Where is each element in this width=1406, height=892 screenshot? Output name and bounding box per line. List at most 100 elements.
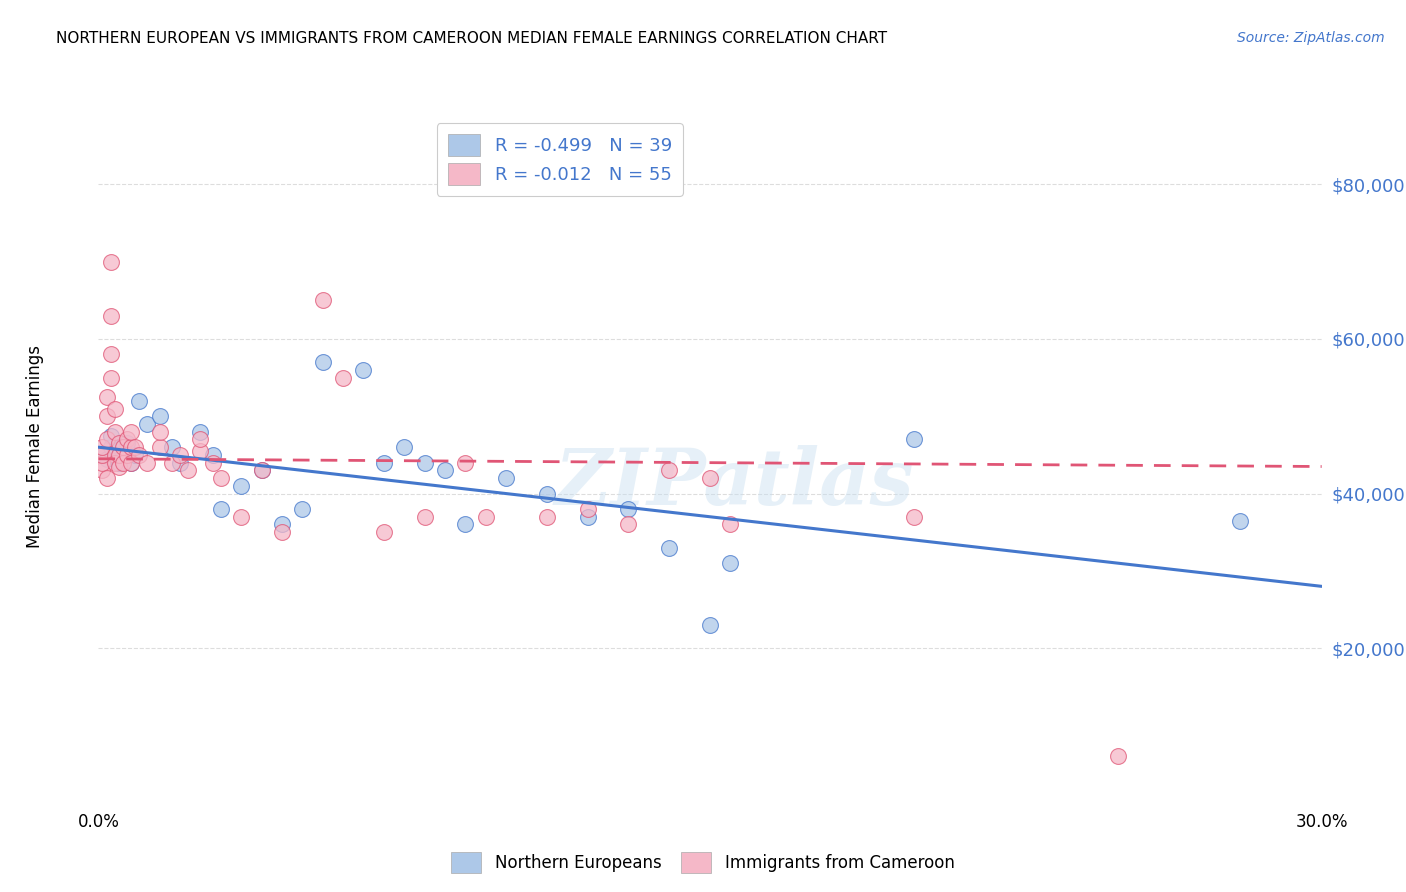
- Point: [658, 541, 681, 555]
- Point: [413, 509, 436, 524]
- Point: [96, 451, 118, 466]
- Point: [903, 509, 925, 524]
- Point: [91, 448, 114, 462]
- Point: [209, 471, 232, 485]
- Point: [392, 440, 416, 454]
- Point: [115, 448, 138, 462]
- Point: [160, 456, 183, 470]
- Point: [120, 456, 142, 470]
- Point: [100, 370, 122, 384]
- Point: [495, 471, 517, 485]
- Point: [454, 517, 477, 532]
- Point: [188, 444, 212, 458]
- Point: [104, 456, 127, 470]
- Point: [149, 409, 172, 424]
- Point: [434, 463, 457, 477]
- Point: [312, 293, 335, 308]
- Point: [474, 509, 498, 524]
- Point: [108, 459, 131, 474]
- Point: [699, 471, 721, 485]
- Point: [120, 425, 142, 439]
- Point: [718, 517, 742, 532]
- Point: [413, 456, 436, 470]
- Legend: Northern Europeans, Immigrants from Cameroon: Northern Europeans, Immigrants from Came…: [444, 846, 962, 880]
- Point: [699, 618, 721, 632]
- Point: [115, 433, 138, 447]
- Point: [576, 509, 599, 524]
- Point: [201, 448, 224, 462]
- Text: ZIPatlas: ZIPatlas: [555, 444, 914, 521]
- Point: [136, 417, 159, 431]
- Point: [124, 440, 146, 454]
- Point: [536, 509, 558, 524]
- Point: [104, 401, 127, 416]
- Point: [576, 502, 599, 516]
- Point: [124, 448, 146, 462]
- Point: [270, 517, 294, 532]
- Point: [1229, 514, 1251, 528]
- Point: [91, 456, 114, 470]
- Point: [111, 456, 134, 470]
- Point: [231, 509, 253, 524]
- Point: [177, 463, 200, 477]
- Point: [91, 463, 114, 477]
- Point: [352, 363, 374, 377]
- Point: [332, 370, 354, 384]
- Point: [149, 440, 172, 454]
- Point: [115, 436, 138, 450]
- Point: [120, 440, 142, 454]
- Point: [373, 456, 395, 470]
- Text: Median Female Earnings: Median Female Earnings: [27, 344, 44, 548]
- Point: [100, 347, 122, 361]
- Point: [100, 309, 122, 323]
- Point: [373, 525, 395, 540]
- Point: [169, 456, 191, 470]
- Point: [250, 463, 273, 477]
- Point: [136, 456, 159, 470]
- Point: [91, 440, 114, 454]
- Point: [149, 425, 172, 439]
- Point: [128, 448, 150, 462]
- Text: NORTHERN EUROPEAN VS IMMIGRANTS FROM CAMEROON MEDIAN FEMALE EARNINGS CORRELATION: NORTHERN EUROPEAN VS IMMIGRANTS FROM CAM…: [56, 31, 887, 46]
- Point: [100, 428, 122, 442]
- Point: [617, 502, 640, 516]
- Point: [250, 463, 273, 477]
- Point: [108, 436, 131, 450]
- Point: [454, 456, 477, 470]
- Point: [96, 390, 118, 404]
- Point: [658, 463, 681, 477]
- Point: [312, 355, 335, 369]
- Point: [104, 444, 127, 458]
- Point: [617, 517, 640, 532]
- Legend: R = -0.499   N = 39, R = -0.012   N = 55: R = -0.499 N = 39, R = -0.012 N = 55: [437, 123, 683, 196]
- Point: [903, 433, 925, 447]
- Point: [120, 456, 142, 470]
- Point: [718, 556, 742, 570]
- Point: [209, 502, 232, 516]
- Point: [536, 486, 558, 500]
- Point: [128, 393, 150, 408]
- Point: [108, 440, 131, 454]
- Point: [188, 433, 212, 447]
- Point: [108, 456, 131, 470]
- Point: [1107, 749, 1129, 764]
- Point: [160, 440, 183, 454]
- Point: [108, 448, 131, 462]
- Point: [100, 440, 122, 454]
- Point: [169, 448, 191, 462]
- Point: [96, 409, 118, 424]
- Point: [291, 502, 314, 516]
- Point: [111, 448, 134, 462]
- Point: [96, 433, 118, 447]
- Point: [111, 440, 134, 454]
- Point: [188, 425, 212, 439]
- Text: Source: ZipAtlas.com: Source: ZipAtlas.com: [1237, 31, 1385, 45]
- Point: [104, 425, 127, 439]
- Point: [96, 471, 118, 485]
- Point: [104, 448, 127, 462]
- Point: [270, 525, 294, 540]
- Point: [91, 448, 114, 462]
- Point: [100, 254, 122, 268]
- Point: [201, 456, 224, 470]
- Point: [231, 479, 253, 493]
